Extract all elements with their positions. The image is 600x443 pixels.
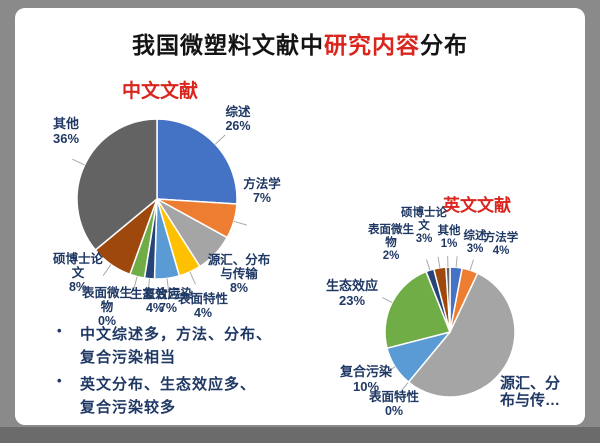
pie-slice bbox=[407, 272, 516, 398]
label-leader-line bbox=[133, 276, 138, 290]
pie-slice bbox=[156, 118, 238, 205]
label-leader-line bbox=[189, 271, 196, 285]
pie-slice-label: 综述 26% bbox=[225, 105, 251, 133]
pie-chart-english bbox=[382, 255, 516, 398]
label-leader-line bbox=[72, 158, 85, 166]
label-leader-line bbox=[401, 381, 409, 391]
pie-slice-label: 复合污染 7% bbox=[142, 287, 193, 315]
pie-slice-label: 生态效应 4% bbox=[129, 287, 180, 315]
pie-slice-label: 方法学 7% bbox=[243, 177, 281, 205]
pie-slice-label: 复合污染 10% bbox=[339, 364, 392, 394]
page-title: 我国微塑料文献中研究内容分布 bbox=[15, 26, 585, 60]
pie-slice bbox=[76, 118, 158, 251]
bullet-text-line: 复合污染相当 bbox=[80, 349, 177, 366]
label-leader-line bbox=[426, 259, 431, 271]
pie-slice-label: 生态效应 23% bbox=[325, 278, 378, 308]
label-leader-line bbox=[469, 259, 474, 271]
pie-slice-label: 源汇、分布 与传输 8% bbox=[207, 253, 271, 295]
pie-slice-label: 综述 3% bbox=[463, 230, 487, 255]
pie-slice-label: 硕博士论文 3% bbox=[401, 207, 447, 245]
label-leader-line bbox=[147, 278, 150, 293]
pie-slice-label: 表面特性 0% bbox=[368, 390, 419, 418]
bullet-text-line: 英文分布、生态效应多、 bbox=[80, 376, 257, 393]
label-leader-line bbox=[455, 256, 458, 268]
page-title-highlight: 研究内容 bbox=[324, 32, 420, 58]
pie-slice-label: 方法学 4% bbox=[483, 232, 519, 257]
label-leader-line bbox=[382, 297, 393, 303]
label-leader-line bbox=[102, 264, 112, 276]
bullet-text-line: 复合污染较多 bbox=[80, 399, 177, 416]
pie-slice-label: 硕博士论文 8% bbox=[52, 252, 103, 294]
bullet-marker: • bbox=[57, 323, 62, 338]
pie-slice bbox=[384, 270, 451, 349]
label-leader-line bbox=[385, 366, 396, 374]
label-leader-line bbox=[437, 256, 441, 268]
label-leader-line bbox=[233, 220, 248, 226]
label-leader-line bbox=[214, 134, 226, 145]
viewer-bottom-band bbox=[0, 427, 600, 443]
pie-slice-label: 源汇、分 布与传… bbox=[499, 375, 560, 409]
pie-slice-label: 其他 1% bbox=[437, 225, 461, 250]
pie-slice-label: 表面微生物 0% bbox=[81, 286, 132, 328]
bullet-marker: • bbox=[57, 373, 62, 388]
pie-title-english-literature: 英文文献 bbox=[443, 196, 511, 215]
pie-slice-label: 其他 36% bbox=[52, 116, 80, 146]
label-leader-line bbox=[214, 253, 226, 264]
page-title-prefix: 我国微塑料文献中 bbox=[132, 32, 324, 58]
pie-slice-label: 表面微生物 2% bbox=[368, 224, 414, 262]
pie-title-chinese-literature: 中文文献 bbox=[121, 81, 198, 102]
bullet-text-line: 中文综述多，方法、分布、 bbox=[80, 326, 273, 343]
label-leader-line bbox=[166, 278, 170, 292]
pie-chart-chinese bbox=[72, 118, 248, 293]
page-title-suffix: 分布 bbox=[420, 32, 468, 58]
pie-slice-label: 表面特性 4% bbox=[177, 292, 228, 320]
